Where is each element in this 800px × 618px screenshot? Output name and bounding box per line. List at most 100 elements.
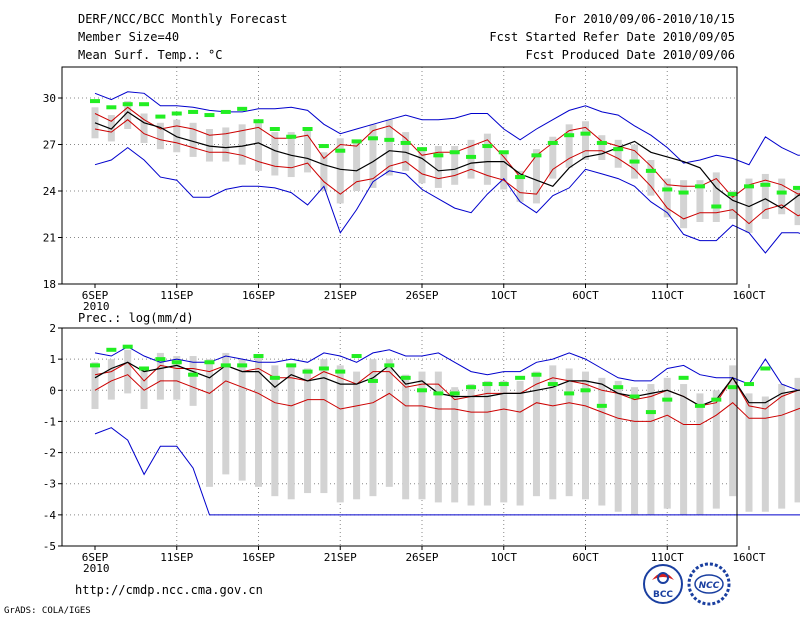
observation-marker xyxy=(400,140,411,145)
y-tick-label: -5 xyxy=(43,540,56,553)
series-line-lower-quartile xyxy=(94,119,800,225)
x-tick-label: 11OCT xyxy=(651,551,684,564)
x-tick-label: 6SEP xyxy=(82,289,109,302)
x-tick-label: 1OCT xyxy=(491,289,518,302)
spread-bar xyxy=(598,135,606,160)
ncc-logo-globe-icon xyxy=(694,574,724,594)
spread-bar xyxy=(680,384,688,515)
spread-bar xyxy=(696,393,704,515)
x-tick-label: 6OCT xyxy=(572,551,599,564)
spread-bar xyxy=(582,121,589,160)
observation-marker xyxy=(498,382,509,387)
observation-marker xyxy=(220,363,231,368)
spread-bar xyxy=(107,359,115,400)
spread-bar xyxy=(173,356,181,400)
observation-marker xyxy=(204,360,215,365)
observation-marker xyxy=(482,382,493,387)
observation-marker xyxy=(253,119,264,124)
spread-bar xyxy=(794,377,800,503)
bcc-logo-text: BCC xyxy=(653,590,673,600)
y-tick-label: 24 xyxy=(43,185,57,198)
observation-marker xyxy=(269,375,280,380)
spread-bar xyxy=(385,359,393,487)
spread-bar xyxy=(304,368,312,494)
spread-bar xyxy=(173,119,181,153)
observation-marker xyxy=(776,190,787,195)
observation-marker xyxy=(318,366,329,371)
spread-bar xyxy=(467,384,475,506)
observation-marker xyxy=(531,372,542,377)
observation-marker xyxy=(547,140,558,145)
spread-bar xyxy=(745,178,753,233)
observation-marker xyxy=(629,394,640,399)
spread-bar xyxy=(532,149,540,204)
spread-bar xyxy=(598,377,606,506)
spread-bar xyxy=(124,101,132,129)
observation-marker xyxy=(482,144,493,149)
observation-marker xyxy=(564,133,575,138)
x-tick-label: 21SEP xyxy=(324,289,357,302)
observation-marker xyxy=(417,388,427,393)
y-tick-label: -2 xyxy=(43,447,56,460)
observation-marker xyxy=(596,140,607,145)
source-url[interactable]: http://cmdp.ncc.cma.gov.cn xyxy=(75,583,263,597)
y-tick-label: 18 xyxy=(43,278,56,291)
spread-bar xyxy=(582,371,589,500)
observation-marker xyxy=(433,391,444,396)
x-tick-label: 26SEP xyxy=(405,289,438,302)
spread-bar xyxy=(483,133,491,185)
spread-bar xyxy=(729,365,737,497)
observation-marker xyxy=(122,102,133,107)
figure-title: DERF/NCC/BCC Monthly Forecast xyxy=(78,12,288,26)
observation-marker xyxy=(90,99,100,104)
spread-bar xyxy=(320,359,328,494)
x-tick-label: 26SEP xyxy=(405,551,438,564)
spread-bar xyxy=(680,180,688,229)
observation-marker xyxy=(662,187,673,192)
observation-marker xyxy=(793,185,800,190)
spread-bar xyxy=(124,349,132,394)
bcc-logo: BCC xyxy=(643,564,683,604)
grads-credit: GrADS: COLA/IGES xyxy=(4,606,91,616)
spread-bar xyxy=(647,160,655,196)
spread-bar xyxy=(336,138,344,204)
spread-bar xyxy=(418,371,426,500)
spread-bar xyxy=(140,368,148,409)
observation-marker xyxy=(417,147,427,152)
series-line-ensemble-mean xyxy=(94,111,800,209)
observation-marker xyxy=(384,363,395,368)
observation-marker xyxy=(122,344,133,349)
spread-bar xyxy=(369,359,377,497)
y-tick-label: 1 xyxy=(49,353,56,366)
y-tick-label: -3 xyxy=(43,478,56,491)
plot-frame xyxy=(61,327,738,547)
spread-bar xyxy=(418,149,426,184)
spread-bar xyxy=(156,122,164,150)
observation-marker xyxy=(744,382,754,387)
observation-marker xyxy=(106,105,117,110)
observation-marker xyxy=(580,131,591,136)
observation-marker xyxy=(515,175,526,180)
observation-marker xyxy=(760,182,771,187)
spread-bar xyxy=(238,359,246,481)
observation-marker xyxy=(760,366,771,371)
observation-marker xyxy=(564,391,575,396)
spread-bar xyxy=(255,356,262,487)
observation-marker xyxy=(171,111,182,116)
observation-marker xyxy=(727,385,738,390)
spread-bar xyxy=(549,136,557,179)
x-tick-label: 16SEP xyxy=(242,289,275,302)
spread-bar xyxy=(483,380,491,506)
spread-bar xyxy=(516,380,524,506)
observation-marker xyxy=(711,204,722,209)
y-tick-label: -1 xyxy=(43,415,56,428)
spread-bar xyxy=(729,191,737,219)
series-line-max xyxy=(94,146,800,254)
x-tick-label: 11SEP xyxy=(160,289,193,302)
observation-marker xyxy=(694,184,705,189)
spread-bar xyxy=(434,146,442,188)
spread-bar xyxy=(532,371,540,497)
spread-bar xyxy=(205,359,213,487)
observation-marker xyxy=(531,153,542,158)
